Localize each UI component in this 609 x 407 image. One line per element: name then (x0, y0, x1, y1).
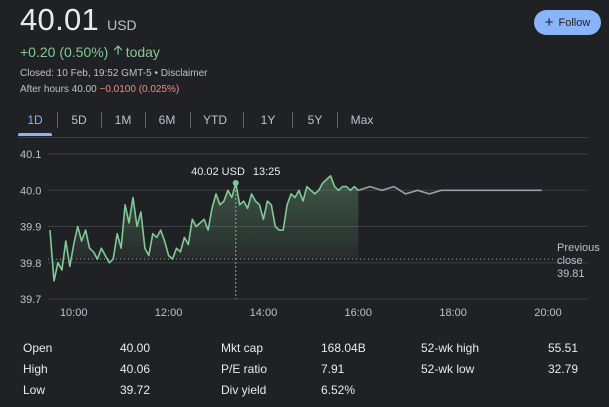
closed-status: Closed: 10 Feb, 19:52 GMT-5 • Disclaimer (20, 68, 208, 79)
y-tick-label: 40.0 (20, 185, 41, 197)
tab-separator (57, 112, 58, 128)
stat-value-high: 40.06 (120, 362, 151, 376)
stat-label-52-wk-low: 52-wk low (421, 362, 475, 376)
x-tick-label: 12:00 (155, 307, 183, 319)
previous-close-label: Previous (557, 242, 600, 254)
x-tick-label: 16:00 (345, 307, 373, 319)
after-hours-line (358, 185, 542, 195)
tab-separator (336, 112, 338, 128)
price-change: +0.20 (0.50%) 🡩 today (20, 41, 160, 63)
stat-label-mkt-cap: Mkt cap (221, 341, 264, 355)
tooltip-label: 40.02 USD 13:25 (191, 166, 280, 178)
tab-separator (291, 112, 293, 128)
tabs-divider (18, 137, 588, 138)
x-tick-label: 20:00 (534, 307, 562, 319)
stat-label-high: High (23, 362, 48, 376)
currency-code: USD (107, 17, 137, 33)
y-tick-label: 39.8 (20, 258, 41, 270)
stat-value-low: 39.72 (120, 383, 151, 397)
stat-value-52-wk-low: 32.79 (548, 362, 579, 376)
range-tab-1y[interactable]: 1Y (260, 113, 276, 127)
stat-label-div-yield: Div yield (221, 383, 267, 397)
stat-label-open: Open (23, 341, 53, 355)
follow-button[interactable]: + Follow (534, 10, 601, 35)
range-tab-6m[interactable]: 6M (158, 113, 176, 127)
range-tab-1d[interactable]: 1D (18, 110, 52, 136)
area-fill (50, 175, 359, 281)
quote-header: 40.01 USD (20, 2, 137, 38)
follow-label: Follow (558, 16, 591, 29)
range-tab-5d[interactable]: 5D (71, 113, 87, 127)
x-tick-label: 10:00 (60, 307, 88, 319)
after-hours-label: After hours 40.00 (20, 84, 97, 95)
stat-value-52-wk-high: 55.51 (548, 341, 579, 355)
y-tick-label: 39.7 (20, 294, 41, 306)
tab-separator (189, 112, 191, 128)
stat-value-mkt-cap: 168.04B (321, 341, 366, 355)
stat-label-low: Low (23, 383, 46, 397)
change-period: today (125, 44, 160, 60)
tab-separator (243, 112, 244, 128)
y-tick-label: 39.9 (20, 222, 41, 234)
tooltip-price: 40.02 USD (191, 166, 245, 178)
after-hours-status: After hours 40.00 −0.0100 (0.025%) (20, 84, 179, 95)
hover-point (232, 180, 239, 186)
previous-close-label: 39.81 (557, 268, 585, 280)
change-value: +0.20 (0.50%) (20, 44, 109, 60)
range-tab-ytd[interactable]: YTD (203, 113, 227, 127)
y-tick-label: 40.1 (20, 149, 41, 161)
range-tab-max[interactable]: Max (350, 113, 374, 127)
plus-icon: + (544, 14, 554, 31)
tab-separator (145, 112, 146, 128)
price-chart[interactable]: 40.1 40.0 39.9 39.8 39.7 10:00 12:00 14:00 16:00… (0, 140, 609, 325)
tooltip-time: 13:25 (253, 166, 281, 178)
stat-value-div-yield: 6.52% (321, 383, 356, 397)
x-tick-label: 14:00 (250, 307, 278, 319)
key-stats: Open 40.00 High 40.06 Low 39.72 Mkt cap 168.04B… (0, 338, 609, 407)
stat-label-52-wk-high: 52-wk high (421, 341, 480, 355)
x-tick-label: 18:00 (439, 307, 467, 319)
stat-value-open: 40.00 (120, 341, 151, 355)
stat-label-p-e-ratio: P/E ratio (221, 362, 268, 376)
current-price: 40.01 (20, 2, 100, 37)
range-tab-1m[interactable]: 1M (114, 113, 132, 127)
after-hours-change: −0.0100 (0.025%) (99, 84, 180, 95)
stat-value-p-e-ratio: 7.91 (321, 362, 345, 376)
previous-close-label: close (557, 255, 583, 267)
tab-separator (101, 112, 102, 128)
regular-session-line (49, 174, 359, 282)
arrow-up-icon: 🡩 (113, 42, 123, 57)
range-tab-5y[interactable]: 5Y (307, 113, 323, 127)
